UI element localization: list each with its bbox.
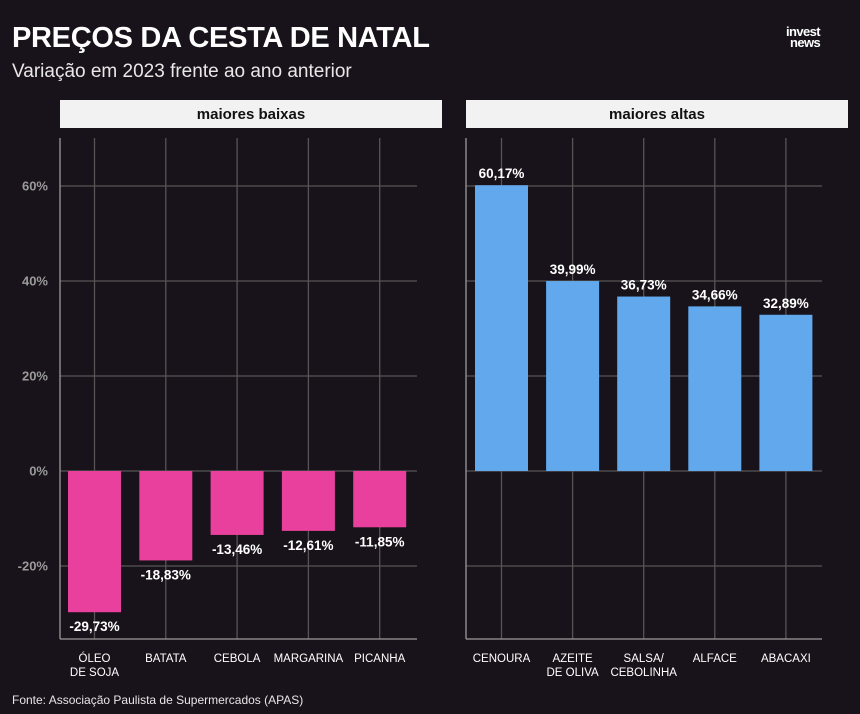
x-tick-label-baixas-4: PICANHA	[354, 653, 405, 665]
y-tick-label-3: 40%	[22, 274, 48, 289]
x-tick-label-baixas-2: CEBOLA	[214, 653, 261, 665]
x-tick-label-baixas-3: MARGARINA	[274, 653, 344, 665]
bar-baixas-2	[210, 471, 264, 535]
chart-subtitle: Variação em 2023 frente ao ano anterior	[12, 61, 352, 82]
panel-header-altas	[466, 100, 848, 128]
data-label-altas-2: 36,73%	[621, 278, 667, 293]
data-label-baixas-1: -18,83%	[141, 567, 191, 582]
data-label-baixas-2: -13,46%	[212, 542, 262, 557]
x-tick-label-line: DE OLIVA	[546, 667, 599, 679]
data-label-altas-1: 39,99%	[550, 262, 596, 277]
data-label-baixas-4: -11,85%	[355, 534, 405, 549]
x-tick-label-line: CEBOLINHA	[610, 667, 677, 679]
bar-altas-1	[546, 281, 600, 471]
bar-baixas-0	[68, 471, 121, 613]
bar-altas-2	[617, 296, 671, 471]
panel-title-altas: maiores altas	[609, 106, 705, 123]
y-tick-label-4: 60%	[22, 179, 48, 194]
x-tick-label-line: CENOURA	[473, 653, 531, 665]
x-tick-label-line: SALSA/	[624, 653, 665, 665]
logo-line-2: news	[790, 35, 821, 50]
x-tick-label-altas-2: SALSA/CEBOLINHA	[610, 653, 677, 679]
x-tick-label-altas-1: AZEITE DE OLIVA	[546, 653, 599, 679]
x-tick-label-line: BATATA	[145, 653, 187, 665]
x-tick-label-baixas-1: BATATA	[145, 653, 187, 665]
x-tick-label-line: CEBOLA	[214, 653, 261, 665]
bar-altas-4	[759, 314, 813, 471]
bar-baixas-3	[281, 471, 335, 531]
data-label-altas-0: 60,17%	[479, 166, 525, 181]
data-label-baixas-3: -12,61%	[283, 538, 333, 553]
logo-line-1: invest	[786, 24, 821, 39]
x-tick-label-line: PICANHA	[354, 653, 405, 665]
investnews-logo: invest news	[786, 24, 821, 50]
y-tick-label-0: -20%	[18, 559, 49, 574]
x-tick-label-line: ABACAXI	[761, 653, 811, 665]
panel-header-baixas	[60, 100, 442, 128]
x-tick-label-line: ALFACE	[693, 653, 737, 665]
data-label-altas-3: 34,66%	[692, 287, 738, 302]
data-label-baixas-0: -29,73%	[69, 619, 119, 634]
y-tick-label-2: 20%	[22, 369, 48, 384]
x-tick-label-altas-4: ABACAXI	[761, 653, 811, 665]
x-tick-label-line: ÓLEO	[79, 652, 111, 665]
chart-title: PREÇOS DA CESTA DE NATAL	[12, 22, 430, 54]
bar-altas-3	[688, 306, 742, 471]
x-tick-label-line: AZEITE	[552, 653, 593, 665]
x-tick-label-line: DE SOJA	[70, 667, 120, 679]
x-tick-label-altas-3: ALFACE	[693, 653, 737, 665]
source-note: Fonte: Associação Paulista de Supermerca…	[12, 693, 304, 707]
bar-altas-0	[475, 185, 528, 471]
bar-baixas-1	[139, 471, 193, 561]
y-tick-label-1: 0%	[29, 464, 48, 479]
panel-title-baixas: maiores baixas	[197, 106, 305, 123]
x-tick-label-altas-0: CENOURA	[473, 653, 531, 665]
data-label-altas-4: 32,89%	[763, 296, 809, 311]
x-tick-label-line: MARGARINA	[274, 653, 344, 665]
bar-baixas-4	[353, 471, 407, 528]
x-tick-label-baixas-0: ÓLEO DE SOJA	[70, 652, 120, 679]
